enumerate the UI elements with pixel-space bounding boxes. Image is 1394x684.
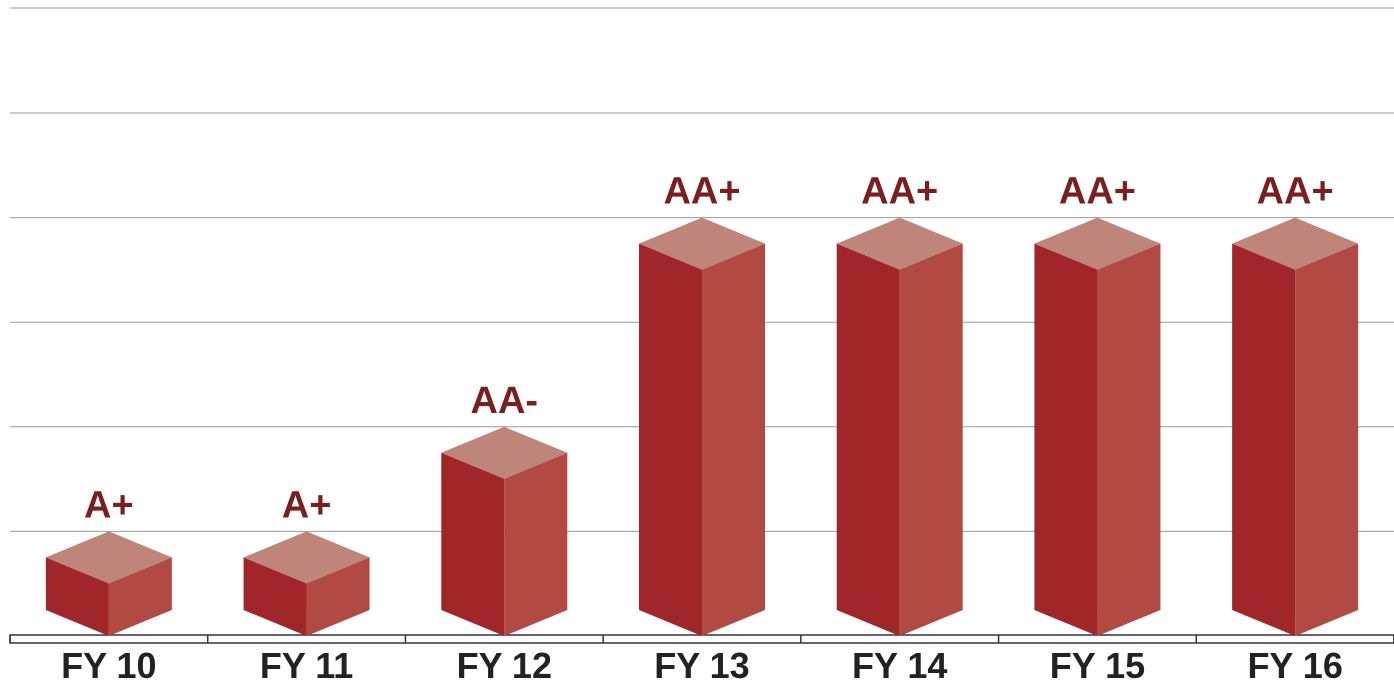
bar-face-right bbox=[306, 557, 370, 636]
bar-face-right bbox=[504, 452, 568, 636]
bar-top bbox=[836, 217, 963, 270]
bars bbox=[45, 217, 1359, 636]
bar bbox=[441, 426, 568, 636]
data-label: AA+ bbox=[663, 171, 740, 213]
category-label: FY 15 bbox=[1050, 645, 1145, 684]
bar-top bbox=[243, 531, 370, 584]
bar-top bbox=[639, 217, 765, 270]
data-label: A+ bbox=[282, 484, 332, 526]
bar-face-left bbox=[441, 452, 505, 636]
bar-face-left bbox=[1232, 243, 1296, 636]
data-labels: A+ A+ AA- AA+ AA+ AA+ AA+ bbox=[84, 171, 1334, 527]
bar-top bbox=[441, 426, 568, 479]
category-label: FY 12 bbox=[457, 645, 552, 684]
bar bbox=[1034, 217, 1161, 636]
bar-face-right bbox=[1295, 243, 1359, 636]
bar-top bbox=[1034, 217, 1161, 270]
bar bbox=[639, 217, 765, 636]
bar bbox=[836, 217, 963, 636]
category-label: FY 16 bbox=[1247, 645, 1342, 684]
bar-top bbox=[1232, 217, 1359, 270]
category-labels: FY 10 FY 11 FY 12 FY 13 FY 14 FY 15 FY 16 bbox=[61, 645, 1343, 684]
data-label: AA+ bbox=[1257, 171, 1334, 213]
x-axis-line bbox=[9, 634, 1394, 644]
bar-face-right bbox=[1097, 243, 1161, 636]
bar-face-left bbox=[836, 243, 900, 636]
category-label: FY 11 bbox=[260, 645, 353, 684]
x-axis bbox=[9, 634, 1394, 644]
bar bbox=[45, 531, 172, 636]
bar-face-left bbox=[1034, 243, 1098, 636]
data-label: AA+ bbox=[1059, 171, 1136, 213]
bar bbox=[243, 531, 370, 636]
bar bbox=[1232, 217, 1359, 636]
bar-face-right bbox=[108, 557, 172, 636]
data-label: AA+ bbox=[861, 171, 938, 213]
bar-face-right bbox=[702, 243, 765, 636]
bar-face-left bbox=[243, 557, 307, 636]
category-label: FY 14 bbox=[852, 645, 947, 684]
data-label: AA- bbox=[471, 380, 539, 422]
category-label: FY 13 bbox=[654, 645, 749, 684]
data-label: A+ bbox=[84, 484, 134, 526]
category-label: FY 10 bbox=[61, 645, 156, 684]
bar-face-right bbox=[899, 243, 963, 636]
bar-top bbox=[45, 531, 172, 584]
bar-face-left bbox=[639, 243, 702, 636]
bar-face-left bbox=[45, 557, 109, 636]
